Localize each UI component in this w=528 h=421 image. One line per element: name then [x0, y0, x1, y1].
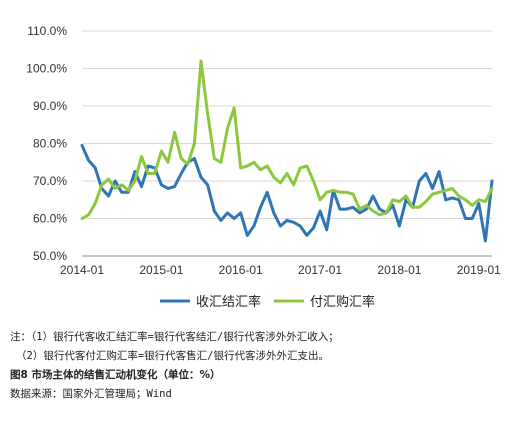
y-axis-ticks: 110.0% 100.0% 90.0% 80.0% 70.0% 60.0% 50.0%	[26, 24, 67, 263]
gridlines	[82, 30, 492, 219]
x-tick-label: 2017-01	[298, 263, 342, 277]
x-axis-ticks: 2014-01 2015-01 2016-01 2017-01 2018-01 2019-…	[60, 263, 501, 277]
x-tick-label: 2015-01	[139, 263, 183, 277]
line-chart: 110.0% 100.0% 90.0% 80.0% 70.0% 60.0% 50.0% 20…	[26, 24, 501, 310]
figure-notes: 注：（1）银行代客收汇结汇率=银行代客结汇/银行代客涉外外汇收入； （2）银行代…	[10, 328, 522, 404]
x-tick-label: 2019-01	[457, 263, 501, 277]
y-tick-label: 50.0%	[33, 249, 67, 263]
y-tick-label: 70.0%	[33, 174, 67, 188]
note-line-2: （2）银行代客付汇购汇率=银行代客售汇/银行代客涉外外汇支出。	[16, 350, 329, 362]
y-tick-label: 80.0%	[33, 137, 67, 151]
y-tick-label: 60.0%	[33, 212, 67, 226]
note-line-1: 注：（1）银行代客收汇结汇率=银行代客结汇/银行代客涉外外汇收入；	[10, 331, 339, 343]
series-line-2	[80, 59, 494, 220]
y-tick-label: 90.0%	[33, 99, 67, 113]
legend-label-series-1: 收汇结汇率	[196, 294, 261, 310]
y-tick-label: 110.0%	[27, 24, 67, 38]
figure-caption: 图8 市场主体的结售汇动机变化（单位：%）	[10, 369, 221, 381]
data-source: 数据来源：国家外汇管理局；Wind	[10, 388, 172, 400]
legend-label-series-2: 付汇购汇率	[310, 294, 375, 310]
y-tick-label: 100.0%	[26, 62, 67, 76]
series-line-1	[80, 143, 494, 243]
x-tick-label: 2018-01	[377, 263, 421, 277]
legend: 收汇结汇率 付汇购汇率	[160, 294, 375, 310]
x-tick-label: 2014-01	[60, 263, 104, 277]
series-lines	[80, 59, 494, 243]
x-tick-label: 2016-01	[219, 263, 263, 277]
